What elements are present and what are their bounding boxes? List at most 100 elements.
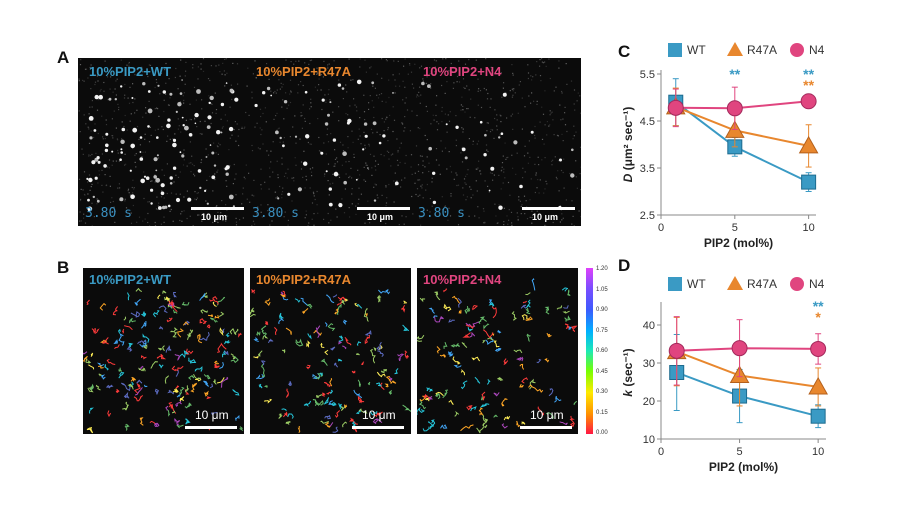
- trajectory: [369, 349, 376, 364]
- fluorescent-spot: [277, 197, 280, 200]
- noise-speck: [364, 180, 367, 182]
- noise-speck: [179, 193, 181, 195]
- noise-speck: [347, 114, 349, 116]
- noise-speck: [397, 151, 399, 153]
- noise-speck: [257, 147, 259, 149]
- trajectory: [219, 361, 224, 369]
- noise-speck: [414, 182, 416, 184]
- trajectory: [440, 424, 448, 429]
- noise-speck: [219, 217, 221, 219]
- noise-speck: [416, 188, 419, 190]
- noise-speck: [433, 59, 436, 61]
- trajectory: [238, 426, 244, 431]
- noise-speck: [207, 154, 209, 156]
- noise-speck: [210, 122, 212, 125]
- noise-speck: [513, 88, 515, 90]
- fluorescent-spot: [88, 177, 93, 183]
- trajectory: [376, 382, 382, 387]
- noise-speck: [495, 215, 497, 217]
- noise-speck: [142, 220, 144, 222]
- noise-speck: [196, 197, 198, 199]
- noise-speck: [79, 199, 82, 202]
- noise-speck: [109, 175, 111, 177]
- trajectory: [94, 328, 100, 334]
- noise-speck: [573, 225, 575, 226]
- trajectory: [98, 365, 104, 369]
- noise-speck: [328, 222, 330, 224]
- noise-speck: [131, 186, 133, 189]
- noise-speck: [499, 114, 501, 116]
- noise-speck: [310, 102, 312, 104]
- trajectory: [531, 278, 536, 291]
- noise-speck: [435, 68, 437, 70]
- noise-speck: [225, 220, 227, 222]
- noise-speck: [205, 148, 207, 150]
- data-point-triangle: [808, 376, 828, 395]
- noise-speck: [200, 63, 202, 65]
- noise-speck: [305, 210, 307, 212]
- y-tick-label: 3.5: [640, 163, 655, 175]
- noise-speck: [108, 167, 110, 169]
- noise-speck: [256, 122, 258, 124]
- noise-speck: [105, 124, 108, 126]
- noise-speck: [546, 134, 548, 136]
- noise-speck: [448, 70, 450, 72]
- noise-speck: [416, 94, 418, 96]
- noise-speck: [358, 198, 360, 200]
- noise-speck: [334, 158, 337, 160]
- noise-speck: [189, 215, 191, 217]
- noise-speck: [539, 75, 542, 77]
- noise-speck: [404, 177, 406, 179]
- noise-speck: [238, 144, 240, 147]
- colorbar-tick-label: 0.15: [596, 409, 608, 416]
- noise-speck: [334, 163, 336, 165]
- noise-speck: [415, 193, 417, 196]
- noise-speck: [97, 99, 99, 101]
- noise-speck: [511, 96, 513, 98]
- fluorescent-spot: [332, 138, 337, 142]
- trajectory: [332, 294, 338, 298]
- noise-speck: [498, 174, 500, 176]
- noise-speck: [217, 169, 219, 171]
- panel-letter-d: D: [618, 256, 631, 275]
- noise-speck: [185, 70, 187, 72]
- trajectory: [214, 315, 220, 319]
- noise-speck: [474, 117, 476, 119]
- noise-speck: [142, 71, 144, 73]
- noise-speck: [200, 161, 202, 164]
- noise-speck: [573, 125, 575, 127]
- noise-speck: [144, 151, 146, 153]
- trajectory: [312, 399, 320, 407]
- noise-speck: [326, 134, 328, 136]
- noise-speck: [327, 93, 329, 95]
- noise-speck: [184, 83, 186, 85]
- noise-speck: [477, 140, 480, 142]
- noise-speck: [474, 215, 476, 217]
- noise-speck: [431, 177, 433, 179]
- noise-speck: [87, 193, 89, 195]
- noise-speck: [450, 195, 452, 197]
- noise-speck: [420, 185, 422, 187]
- noise-speck: [348, 58, 350, 60]
- noise-speck: [278, 127, 280, 129]
- noise-speck: [144, 133, 146, 135]
- noise-speck: [359, 66, 361, 68]
- trajectory: [342, 345, 347, 350]
- noise-speck: [497, 222, 499, 224]
- noise-speck: [417, 164, 420, 166]
- noise-speck: [224, 114, 226, 116]
- trajectory: [373, 411, 383, 418]
- noise-speck: [186, 165, 188, 167]
- noise-speck: [455, 145, 457, 147]
- noise-speck: [529, 156, 531, 158]
- noise-speck: [83, 114, 85, 116]
- noise-speck: [571, 200, 573, 202]
- noise-speck: [111, 118, 113, 120]
- noise-speck: [125, 207, 128, 209]
- trajectory: [175, 385, 180, 389]
- noise-speck: [562, 140, 564, 142]
- noise-speck: [413, 87, 415, 89]
- noise-speck: [235, 221, 238, 223]
- noise-speck: [211, 103, 213, 105]
- noise-speck: [404, 162, 406, 164]
